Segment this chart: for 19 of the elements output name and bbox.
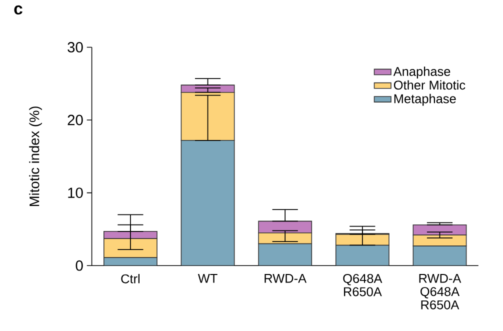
- x-tick-label: WT: [198, 274, 218, 283]
- y-tick-label: 20: [68, 115, 83, 126]
- bar: [335, 245, 390, 266]
- x-tick-label: RWD-A: [264, 274, 307, 283]
- x-tick-label: Q648A R650A: [343, 274, 382, 296]
- legend-label: Metaphase: [394, 94, 456, 106]
- bar: [180, 140, 235, 266]
- legend-label: Anaphase: [393, 66, 450, 79]
- y-tick-label: 10: [68, 188, 83, 198]
- y-axis-title: Mitotic index (%): [29, 106, 42, 206]
- bar: [412, 246, 467, 266]
- bar: [335, 234, 390, 246]
- y-tick-label: 30: [68, 42, 83, 53]
- x-tick-label: Ctrl: [121, 274, 140, 284]
- y-tick-label: 0: [76, 260, 83, 272]
- text: c: [14, 6, 22, 15]
- x-tick-label: RWD-A Q648A R650A: [419, 274, 462, 310]
- bar: [258, 244, 312, 266]
- legend-label: Other Mitotic: [394, 80, 466, 90]
